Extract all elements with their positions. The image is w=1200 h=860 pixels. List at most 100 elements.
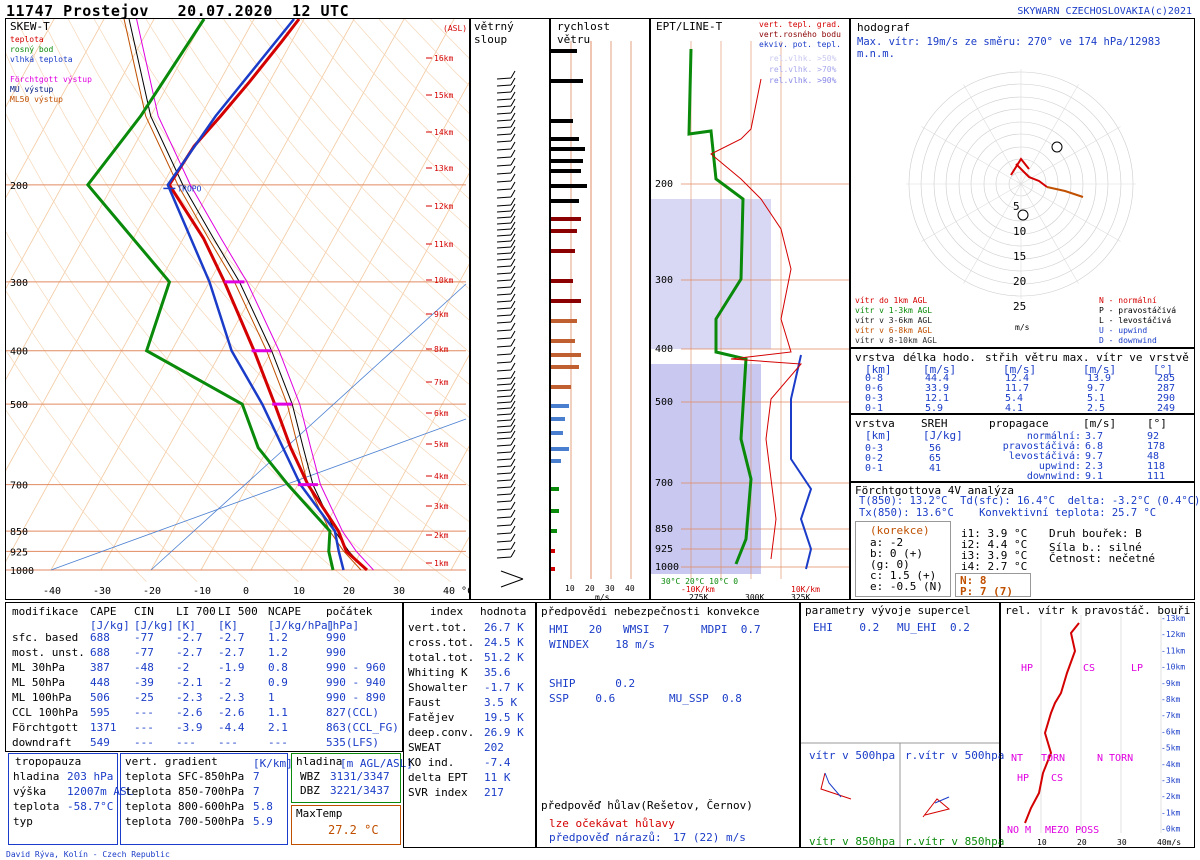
wind-barb-flag xyxy=(510,119,516,128)
pressure-tick-label: 850 xyxy=(10,527,28,538)
gradient-cell: 5.8 xyxy=(253,800,273,813)
ept-legend-rh50: rel.vlhk. >50% xyxy=(769,54,837,63)
sreh-h0: vrstva xyxy=(855,417,895,430)
wind-barb-shaft xyxy=(496,246,512,249)
speed-tick-10: 10 xyxy=(565,584,575,593)
index-cell: total.tot. xyxy=(408,651,475,664)
sreh-h1: SREH xyxy=(921,417,948,430)
hodograph-panel: 5 10 15 20 25 hodograf Max. vítr: 19m/s ze s… xyxy=(850,18,1195,348)
maxtemp-value: 27.2 °C xyxy=(328,823,379,837)
wind-barb-flag xyxy=(510,501,516,510)
wind-barb-flag xyxy=(510,406,516,415)
wind-barb-shaft xyxy=(496,196,512,199)
isotherm-line xyxy=(450,536,469,571)
layers-u0: [km] xyxy=(865,363,892,376)
wind-barb-shaft xyxy=(496,377,512,380)
relwind-height-label: -8km xyxy=(1161,695,1180,704)
index-h0: index xyxy=(430,605,464,618)
wind-barb-shaft xyxy=(496,164,512,167)
sreh-h3: [m/s] xyxy=(1083,417,1117,430)
forchtgott-line2: Tx(850): 13.6°C Konvektivní teplota: 25.… xyxy=(859,507,1157,519)
wind-barb-flag xyxy=(510,486,516,495)
wind-barb-shaft xyxy=(496,345,512,348)
wind-barb-flag xyxy=(510,549,516,558)
tropo-cell: hladina xyxy=(13,770,60,783)
params-cell: 1.2 xyxy=(268,631,288,644)
hladina-cell: 3221/3437 xyxy=(330,784,390,797)
wind-barb-flag xyxy=(510,338,516,347)
wind-barb-flag xyxy=(510,105,516,114)
speed-tick-20: 20 xyxy=(585,584,595,593)
speed-bar xyxy=(551,365,579,369)
wind-barb-flag xyxy=(510,197,516,206)
wind-barb-shaft xyxy=(496,353,512,356)
tropo-cell: -58.7°C xyxy=(67,800,114,813)
hodo-legend-5: vítr v 8-10km AGL xyxy=(855,336,937,345)
pressure-tick-label: 700 xyxy=(10,481,28,492)
dry-adiabat xyxy=(430,19,469,59)
wind-barb-shaft xyxy=(496,444,512,447)
speed-bar xyxy=(551,79,583,83)
relwind-class-label: TORN xyxy=(1041,753,1065,764)
ept-pressure-label: 850 xyxy=(655,524,673,535)
wind-barb-flag xyxy=(510,189,516,198)
wind-barb-flag xyxy=(510,84,516,93)
hodo-legend-d: D - downwind xyxy=(1099,336,1157,345)
wind-barb-flag xyxy=(510,330,516,339)
hladina-title: hladina xyxy=(296,755,343,768)
params-cell: 549 xyxy=(90,736,110,749)
wind-barb-flag xyxy=(510,141,516,150)
params-unit: [K] xyxy=(218,619,238,632)
ept-legend-rh90: rel.vlhk. >90% xyxy=(769,76,837,85)
wind-barb-flag xyxy=(510,215,516,224)
wind-barb-shaft xyxy=(496,293,512,296)
params-cell: -77 xyxy=(134,631,154,644)
ept-bottom-pos: 10K/km xyxy=(791,585,820,594)
wind-barb-shaft xyxy=(496,407,512,410)
speed-bar xyxy=(551,184,587,188)
propagace-cell: upwind: xyxy=(1038,461,1081,472)
ept-k1: 275K xyxy=(689,593,709,602)
layers-cell: 249 xyxy=(1157,403,1176,414)
speed-bar xyxy=(551,509,559,513)
wind-barb-shaft xyxy=(496,314,512,317)
layers-u1: [m/s] xyxy=(923,363,957,376)
layers-panel: vrstva délka hodo. střih větru max. vítr… xyxy=(850,348,1195,414)
ept-legend-grad: vert. tepl. grad. xyxy=(759,20,841,29)
speed-bar xyxy=(551,339,575,343)
height-tick-label: 15km xyxy=(434,91,453,100)
series-1-line xyxy=(85,19,335,571)
layers-cell: 2.5 xyxy=(1087,403,1106,414)
dry-adiabat xyxy=(274,19,469,229)
wind-barb-shaft xyxy=(496,458,512,461)
height-tick-label: 3km xyxy=(434,502,449,511)
wind-barb-flag xyxy=(510,233,516,242)
relwind-xtick: 10 xyxy=(1037,838,1047,847)
isotherm-line xyxy=(150,19,455,571)
height-tick-label: 4km xyxy=(434,472,449,481)
wind-barb-shaft xyxy=(496,240,512,243)
wind-barb-flag xyxy=(510,479,516,488)
wind-barb-flag xyxy=(510,418,516,427)
wind-barb-flag xyxy=(510,173,516,182)
speed-bar xyxy=(551,567,555,571)
propagace-cell: 118 xyxy=(1147,461,1166,472)
index-cell: cross.tot. xyxy=(408,636,475,649)
layers-cell: 11.7 xyxy=(1005,383,1030,394)
forchtgott-line1: T(850): 13.2°C Td(sfc): 16.4°C delta: -3… xyxy=(859,495,1200,507)
hail-title: předpověď hůlav(Rešetov, Černov) xyxy=(541,799,753,812)
wind-barb-shaft xyxy=(496,500,512,503)
params-cell: 990 - 940 xyxy=(326,676,386,689)
relwind-class-label: CS xyxy=(1083,663,1095,674)
params-cell: 0.8 xyxy=(268,661,288,674)
relwind-class-label: HP xyxy=(1017,773,1029,784)
layers-cell: 44.4 xyxy=(925,373,950,384)
legend-mu: MU výstup xyxy=(10,85,54,94)
speed-tick-40: 40 xyxy=(625,584,635,593)
wind-barb-shaft xyxy=(496,540,512,543)
dry-adiabat xyxy=(93,19,469,452)
tropo-cell: výška xyxy=(13,785,47,798)
wind-barb-shaft xyxy=(496,119,512,122)
sreh-cell: 56 xyxy=(929,443,942,454)
params-cell: 863(CCL_FG) xyxy=(326,721,399,734)
